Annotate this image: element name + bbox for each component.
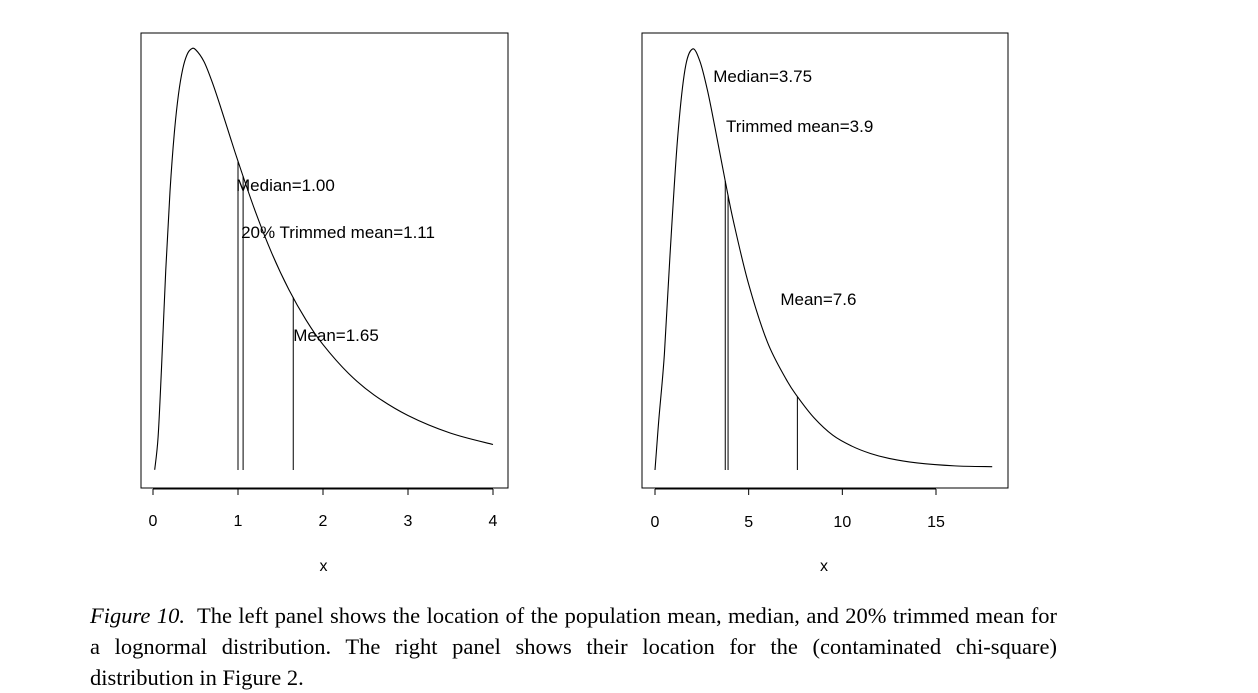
x-tick-label-2: 2 <box>319 513 328 530</box>
x-tick-label-3: 3 <box>404 513 413 530</box>
x-tick-label-4: 4 <box>489 513 498 530</box>
chart-panel-2: Median=3.75 Trimmed mean=3.9 Mean=7.6 0 5 10 1… <box>641 32 1009 575</box>
x-axis-label: x <box>820 558 828 575</box>
plot-frame <box>140 32 509 489</box>
x-tick-label-1: 5 <box>744 514 753 531</box>
caption-text: The left panel shows the location of the… <box>90 603 1057 690</box>
figure-panels: Median=1.00 20% Trimmed mean=1.11 Mean=1.6… <box>140 32 1009 575</box>
chart-panel-1: Median=1.00 20% Trimmed mean=1.11 Mean=1.6… <box>140 32 509 575</box>
x-tick-label-3: 15 <box>927 514 945 531</box>
x-tick-label-1: 1 <box>234 513 243 530</box>
x-axis-label: x <box>320 558 328 575</box>
x-tick-label-2: 10 <box>833 514 851 531</box>
marker-label-3: Mean=7.6 <box>780 290 856 309</box>
marker-label-2: 20% Trimmed mean=1.11 <box>241 223 435 242</box>
marker-label-1: Median=3.75 <box>713 67 812 86</box>
x-tick-label-0: 0 <box>149 513 158 530</box>
density-curve <box>654 48 993 471</box>
marker-label-1: Median=1.00 <box>236 176 335 195</box>
plot-frame <box>641 32 1009 489</box>
caption-label: Figure 10. <box>90 603 185 628</box>
marker-label-3: Mean=1.65 <box>293 326 379 345</box>
density-curve <box>154 47 494 470</box>
x-tick-label-0: 0 <box>651 514 660 531</box>
marker-label-2: Trimmed mean=3.9 <box>726 117 873 136</box>
figure-caption: Figure 10. The left panel shows the locat… <box>90 600 1057 693</box>
